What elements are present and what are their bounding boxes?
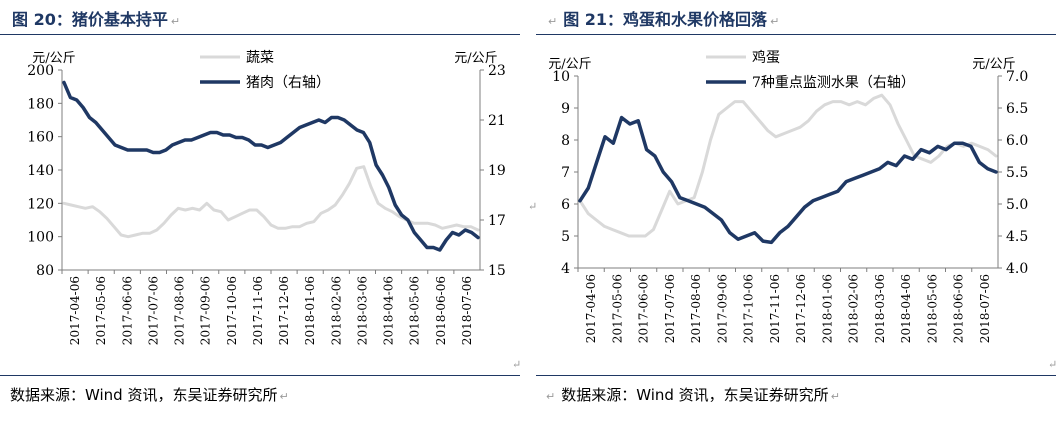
left-tick-label: 9	[561, 101, 570, 117]
left-tick-label: 80	[36, 263, 54, 279]
left-tick-label: 120	[27, 196, 54, 212]
x-tick-label: 2018-02-06	[847, 274, 861, 343]
right-tick-label: 23	[488, 63, 506, 79]
right-tick-label: 21	[488, 113, 506, 129]
series-line-1	[578, 93, 998, 238]
left-axis-unit: 元/公斤	[32, 51, 75, 66]
x-tick-label: 2018-05-06	[408, 276, 422, 345]
right-tick-label: 5.5	[1006, 165, 1028, 181]
left-tick-label: 100	[27, 230, 54, 246]
x-tick-label: 2017-09-06	[199, 276, 213, 345]
left-tick-label: 180	[27, 96, 54, 112]
x-tick-label: 2017-10-06	[225, 276, 239, 345]
left-tick-label: 200	[27, 63, 54, 79]
x-tick-label: 2017-05-06	[94, 276, 108, 345]
right-tick-label: 6.5	[1006, 101, 1028, 117]
right-axis-unit: 元/公斤	[454, 51, 497, 66]
right-tick-label: 15	[488, 263, 506, 279]
right-tick-label: 5.0	[1006, 197, 1028, 213]
x-tick-label: 2017-05-06	[610, 274, 624, 343]
legend-label-1: 蔬菜	[246, 50, 274, 66]
figure-left: 图 20：猪价基本持平 ↵ 元/公斤 元/公斤 80 100 120 140 160 180 20…	[0, 0, 522, 421]
series-line-2	[578, 115, 998, 245]
x-tick-label: 2017-08-06	[689, 274, 703, 343]
x-tick-label: 2017-04-06	[584, 274, 598, 343]
x-tick-label: 2017-12-06	[794, 274, 808, 343]
x-tick-label: 2017-11-06	[768, 274, 782, 343]
return-mark: ↵	[512, 358, 522, 371]
right-tick-label: 7.0	[1006, 69, 1028, 85]
figure-right: ↵ 图 21：鸡蛋和水果价格回落 ↵ 元/公斤 元/公斤 4 5 6 7 8 9 10 4.0 4.5 5…	[528, 0, 1058, 421]
x-tick-label: 2018-06-06	[434, 276, 448, 345]
right-tick-label: 19	[488, 163, 506, 179]
x-tick-label: 2018-03-06	[355, 276, 369, 345]
return-mark: ↵	[546, 390, 556, 403]
x-tick-label: 2017-06-06	[637, 274, 651, 343]
left-tick-label: 7	[561, 165, 570, 181]
left-tick-label: 6	[561, 197, 570, 213]
x-tick-label: 2017-12-06	[277, 276, 291, 345]
left-tick-label: 140	[27, 163, 54, 179]
x-tick-label: 2017-07-06	[663, 274, 677, 343]
x-tick-label: 2017-06-06	[120, 276, 134, 345]
series-line-1	[62, 165, 480, 239]
x-tick-label: 2017-07-06	[146, 276, 160, 345]
x-tick-label: 2017-11-06	[251, 276, 265, 345]
return-mark: ↵	[548, 15, 558, 28]
left-tick-label: 8	[561, 133, 570, 149]
series-line-2	[62, 80, 480, 252]
x-tick-label: 2017-08-06	[173, 276, 187, 345]
source-note: 数据来源：Wind 资讯，东吴证券研究所 ↵	[10, 386, 289, 404]
right-tick-label: 17	[488, 213, 506, 229]
return-mark: ↵	[528, 200, 538, 213]
right-tick-label: 6.0	[1006, 133, 1028, 149]
x-tick-label: 2018-02-06	[329, 276, 343, 345]
right-tick-label: 4.0	[1006, 261, 1028, 277]
right-axis-unit: 元/公斤	[972, 57, 1015, 72]
return-mark: ↵	[170, 15, 181, 28]
bottom-rule	[0, 375, 520, 376]
x-tick-label: 2018-06-06	[952, 274, 966, 343]
figure-title: 图 20：猪价基本持平 ↵	[12, 10, 181, 29]
x-tick-label: 2018-03-06	[873, 274, 887, 343]
return-mark: ↵	[279, 390, 289, 403]
line-chart-egg-fruit: 元/公斤 元/公斤 4 5 6 7 8 9 10 4.0 4.5 5.0 5.5 6.0 6.5 7.0 201…	[548, 49, 1028, 343]
x-tick-label: 2017-10-06	[742, 274, 756, 343]
x-tick-label: 2018-07-06	[460, 276, 474, 345]
return-mark: ↵	[770, 15, 780, 28]
source-note: ↵ 数据来源：Wind 资讯，东吴证券研究所 ↵	[546, 386, 840, 404]
left-tick-label: 10	[552, 69, 570, 85]
right-tick-label: 4.5	[1006, 229, 1028, 245]
left-tick-label: 5	[561, 229, 570, 245]
figure-title: ↵ 图 21：鸡蛋和水果价格回落 ↵	[548, 10, 780, 29]
x-tick-label: 2017-09-06	[715, 274, 729, 343]
return-mark: ↵	[830, 390, 840, 403]
x-tick-label: 2018-04-06	[382, 276, 396, 345]
x-tick-label: 2017-04-06	[68, 276, 82, 345]
bottom-rule	[536, 375, 1056, 376]
x-tick-label: 2018-01-06	[303, 276, 317, 345]
legend-label-2: 7种重点监测水果（右轴）	[752, 75, 915, 91]
x-tick-label: 2018-05-06	[925, 274, 939, 343]
x-tick-label: 2018-07-06	[978, 274, 992, 343]
return-mark: ↵	[1048, 358, 1058, 371]
x-tick-label: 2018-01-06	[820, 274, 834, 343]
legend-label-2: 猪肉（右轴）	[246, 75, 330, 91]
left-tick-label: 4	[561, 261, 570, 277]
left-tick-label: 160	[27, 130, 54, 146]
top-rule	[0, 34, 520, 35]
line-chart-pork-vegetable: 元/公斤 元/公斤 80 100 120 140 160 180 200 15 17 19 21 23 20…	[27, 50, 506, 345]
legend-label-1: 鸡蛋	[752, 49, 780, 66]
top-rule	[536, 34, 1056, 35]
left-axis-unit: 元/公斤	[548, 57, 591, 72]
x-tick-label: 2018-04-06	[899, 274, 913, 343]
